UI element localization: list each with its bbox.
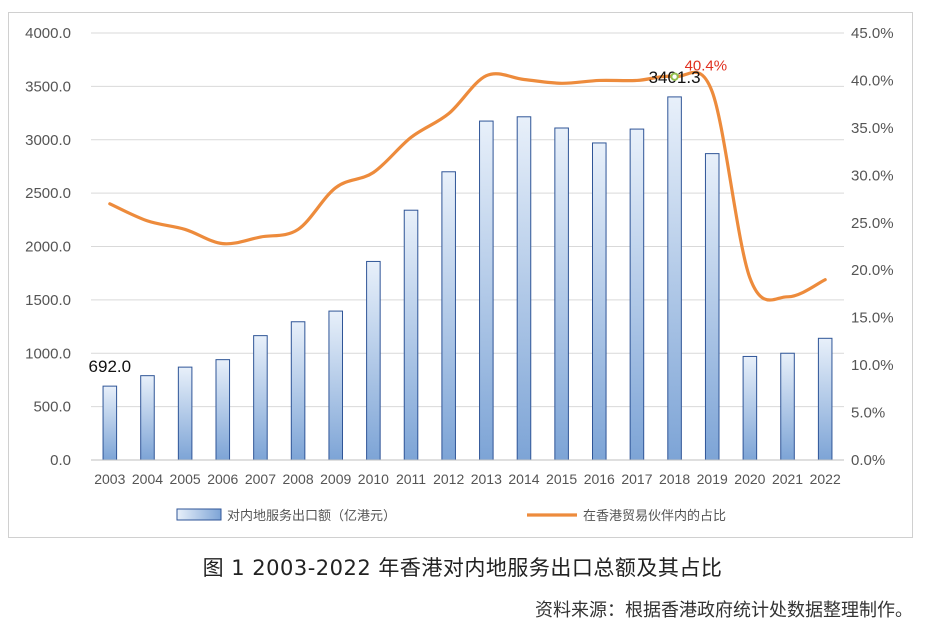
- x-tick-label: 2015: [546, 471, 577, 487]
- x-tick-label: 2017: [621, 471, 652, 487]
- share-line: [108, 70, 827, 302]
- right-tick-label: 15.0%: [851, 310, 894, 327]
- bar: [591, 142, 607, 461]
- x-tick-label: 2020: [734, 471, 765, 487]
- bar: [140, 375, 155, 461]
- bar: [479, 120, 494, 461]
- right-tick-label: 5.0%: [851, 405, 885, 422]
- right-y-axis: 0.0% 5.0% 10.0% 15.0% 20.0% 25.0% 30.0% 35.0% 40…: [851, 25, 894, 469]
- data-source-note: 资料来源：根据香港政府统计处数据整理制作。: [535, 600, 913, 621]
- right-tick-label: 40.0%: [851, 72, 894, 89]
- bar: [667, 96, 682, 461]
- x-axis: 2003 2004 2005 2006 2007 2008 2009 2010 2011 2012…: [91, 459, 844, 487]
- left-tick-label: 1500.0: [25, 292, 71, 309]
- bar: [290, 321, 306, 461]
- x-tick-label: 2016: [584, 471, 615, 487]
- x-tick-label: 2004: [132, 471, 163, 487]
- bar: [817, 337, 833, 461]
- gridlines: [91, 32, 844, 461]
- bar: [704, 153, 720, 461]
- x-tick-label: 2003: [94, 471, 125, 487]
- x-tick-label: 2013: [471, 471, 502, 487]
- x-tick-label: 2010: [358, 471, 389, 487]
- bar-series: [102, 96, 833, 461]
- legend-bar-swatch: [176, 508, 222, 521]
- line-series: [108, 70, 827, 302]
- x-tick-label: 2019: [697, 471, 728, 487]
- legend-bar-label: 对内地服务出口额（亿港元）: [227, 508, 396, 524]
- x-tick-label: 2012: [433, 471, 464, 487]
- bar: [441, 171, 456, 461]
- right-tick-label: 0.0%: [851, 452, 885, 469]
- left-tick-label: 500.0: [33, 399, 71, 416]
- bar: [215, 359, 231, 461]
- right-tick-label: 25.0%: [851, 215, 894, 232]
- x-tick-label: 2008: [282, 471, 313, 487]
- right-tick-label: 45.0%: [851, 25, 894, 42]
- legend: 对内地服务出口额（亿港元） 在香港贸易伙伴内的占比: [176, 508, 726, 524]
- bar-data-label: 692.0: [89, 357, 132, 376]
- bar: [780, 352, 795, 461]
- line-highlight-marker: [670, 72, 679, 81]
- legend-line-label: 在香港贸易伙伴内的占比: [583, 508, 726, 524]
- bar: [328, 310, 344, 461]
- bar: [177, 366, 193, 461]
- bar: [554, 127, 569, 461]
- bar: [629, 128, 645, 461]
- bar: [253, 335, 268, 461]
- left-tick-label: 1000.0: [25, 345, 71, 362]
- x-tick-label: 2009: [320, 471, 351, 487]
- bar: [516, 116, 532, 461]
- x-tick-label: 2007: [245, 471, 276, 487]
- x-tick-label: 2006: [207, 471, 238, 487]
- right-tick-label: 30.0%: [851, 167, 894, 184]
- left-y-axis: 0.0 500.0 1000.0 1500.0 2000.0 2500.0 3000.0 35…: [25, 25, 71, 469]
- x-tick-label: 2011: [396, 471, 426, 487]
- figure-caption: 图 1 2003-2022 年香港对内地服务出口总额及其占比: [202, 556, 723, 580]
- x-tick-label: 2005: [170, 471, 201, 487]
- line-data-label: 40.4%: [685, 58, 728, 75]
- bar: [366, 260, 381, 461]
- chart-frame: 0.0 500.0 1000.0 1500.0 2000.0 2500.0 3000.0 35…: [8, 12, 913, 538]
- x-tick-label: 2018: [659, 471, 690, 487]
- right-tick-label: 20.0%: [851, 262, 894, 279]
- bar: [102, 385, 118, 461]
- right-tick-label: 10.0%: [851, 357, 894, 374]
- bar: [742, 355, 758, 461]
- combo-chart: 0.0 500.0 1000.0 1500.0 2000.0 2500.0 3000.0 35…: [25, 25, 894, 524]
- left-tick-label: 4000.0: [25, 25, 71, 42]
- left-tick-label: 2000.0: [25, 239, 71, 256]
- left-tick-label: 0.0: [50, 452, 71, 469]
- data-labels: 692.03401.340.4%: [89, 58, 728, 376]
- left-tick-label: 3500.0: [25, 78, 71, 95]
- right-tick-label: 35.0%: [851, 120, 894, 137]
- x-tick-label: 2021: [772, 471, 803, 487]
- x-tick-label: 2014: [508, 471, 539, 487]
- left-tick-label: 2500.0: [25, 185, 71, 202]
- bar: [403, 209, 419, 461]
- x-tick-label: 2022: [810, 471, 841, 487]
- left-tick-label: 3000.0: [25, 132, 71, 149]
